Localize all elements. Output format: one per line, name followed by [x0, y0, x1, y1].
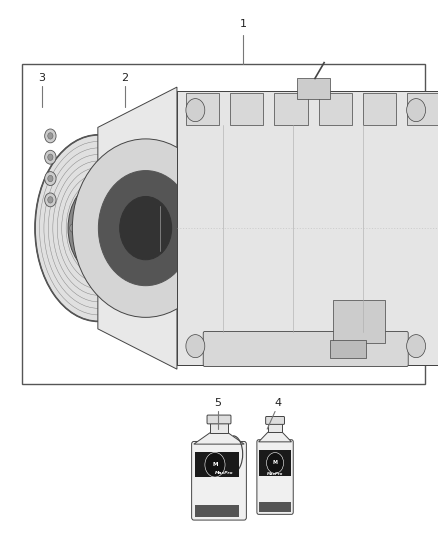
Circle shape	[82, 191, 89, 200]
Ellipse shape	[88, 213, 109, 243]
Text: M: M	[212, 462, 218, 467]
Circle shape	[266, 453, 284, 473]
Bar	[186, 93, 219, 125]
FancyBboxPatch shape	[265, 416, 285, 424]
FancyBboxPatch shape	[203, 332, 408, 367]
Bar	[195, 452, 239, 478]
Ellipse shape	[68, 183, 129, 273]
Text: 2: 2	[121, 72, 128, 83]
Circle shape	[48, 197, 53, 203]
Bar	[268, 423, 282, 432]
Bar	[195, 505, 239, 518]
Bar	[177, 92, 438, 365]
Bar	[275, 93, 307, 125]
Circle shape	[120, 197, 172, 260]
Circle shape	[45, 193, 56, 207]
Text: MaxPro: MaxPro	[215, 471, 233, 475]
Bar	[297, 78, 330, 99]
Ellipse shape	[80, 200, 117, 256]
FancyBboxPatch shape	[257, 440, 293, 514]
Circle shape	[45, 150, 56, 164]
Circle shape	[186, 99, 205, 122]
Circle shape	[108, 191, 115, 200]
Bar	[363, 93, 396, 125]
Bar	[318, 93, 352, 125]
Bar	[333, 300, 385, 343]
Text: 4: 4	[275, 398, 282, 408]
Circle shape	[82, 256, 89, 265]
Text: 1: 1	[240, 19, 247, 29]
Circle shape	[48, 133, 53, 139]
Circle shape	[48, 154, 53, 160]
Circle shape	[406, 335, 426, 358]
Polygon shape	[194, 433, 244, 444]
Circle shape	[72, 139, 219, 317]
Bar	[22, 64, 425, 384]
Ellipse shape	[35, 135, 162, 321]
Circle shape	[120, 224, 127, 232]
Bar	[330, 341, 367, 358]
Circle shape	[45, 172, 56, 185]
Bar	[259, 502, 291, 512]
Bar	[177, 92, 438, 365]
Text: 5: 5	[215, 398, 222, 408]
Text: 3: 3	[38, 72, 45, 83]
Circle shape	[99, 171, 193, 286]
Circle shape	[108, 256, 115, 265]
Circle shape	[48, 175, 53, 182]
Text: M: M	[272, 461, 278, 465]
Circle shape	[70, 224, 77, 232]
Text: MaxPro: MaxPro	[267, 472, 283, 476]
Circle shape	[205, 453, 225, 477]
Circle shape	[45, 129, 56, 143]
Bar	[230, 93, 263, 125]
Circle shape	[406, 99, 426, 122]
FancyBboxPatch shape	[192, 441, 246, 520]
Bar	[407, 93, 438, 125]
Bar	[259, 450, 291, 476]
Polygon shape	[98, 87, 177, 369]
FancyBboxPatch shape	[207, 415, 231, 424]
Circle shape	[186, 335, 205, 358]
Bar	[210, 423, 228, 433]
Polygon shape	[258, 432, 291, 442]
